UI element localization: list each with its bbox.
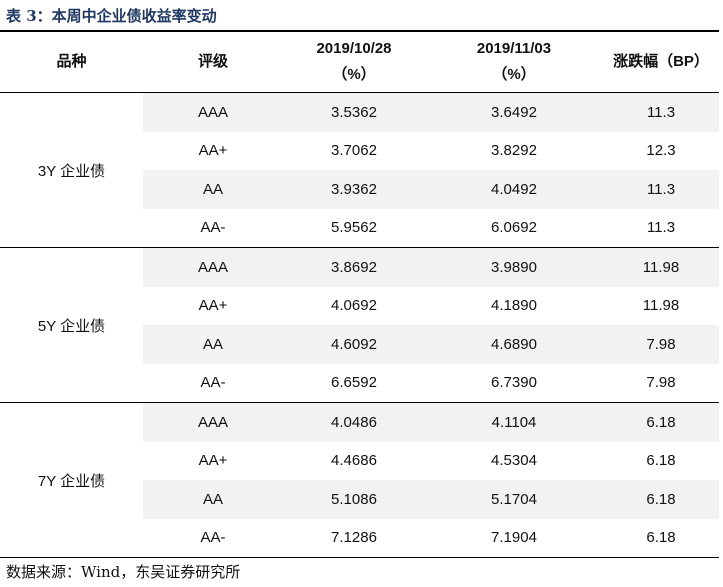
cell-yield-date1: 4.0486 [331, 413, 377, 431]
cell-grade: AA [202, 335, 223, 353]
header-date2-label: 2019/11/03 [476, 40, 552, 57]
table-row: AA- 5.9562 6.0692 11.3 [143, 209, 719, 248]
cell-grade: AA- [200, 529, 226, 547]
cell-grade: AAA [197, 103, 228, 121]
header-date1: 2019/10/28 （%） [283, 32, 425, 92]
cell-change-bp: 12.3 [646, 142, 676, 160]
cell-grade: AAA [197, 258, 228, 276]
table-row: AAA 3.8692 3.9890 11.98 [143, 248, 719, 287]
cell-yield-date1: 4.4686 [331, 452, 377, 470]
table-row: AAA 4.0486 4.1104 6.18 [143, 403, 719, 442]
cell-yield-date2: 3.8292 [491, 142, 537, 160]
cell-grade: AAA [197, 413, 228, 431]
cell-change-bp: 11.3 [646, 103, 676, 121]
cell-grade: AA+ [198, 452, 228, 470]
cell-yield-date1: 5.9562 [331, 219, 377, 237]
cell-yield-date2: 3.9890 [491, 258, 537, 276]
cell-yield-date1: 3.5362 [331, 103, 377, 121]
cell-yield-date2: 7.1904 [491, 529, 537, 547]
table-title: 表 3：本周中企业债收益率变动 [6, 7, 217, 25]
cell-grade: AA [202, 490, 223, 508]
cell-change-bp: 11.3 [646, 180, 676, 198]
table-group: 7Y 企业债 AAA 4.0486 4.1104 6.18 AA+ 4.4686 4.5304… [0, 403, 719, 558]
group-name: 3Y 企业债 [37, 162, 106, 180]
cell-yield-date1: 3.9362 [331, 180, 377, 198]
table-row: AA 3.9362 4.0492 11.3 [143, 170, 719, 209]
cell-yield-date2: 4.0492 [491, 180, 537, 198]
table-row: AA+ 3.7062 3.8292 12.3 [143, 132, 719, 171]
table-row: AA 4.6092 4.6890 7.98 [143, 325, 719, 364]
group-name: 5Y 企业债 [37, 317, 106, 335]
cell-yield-date2: 4.1890 [491, 297, 537, 315]
cell-yield-date2: 3.6492 [491, 103, 537, 121]
header-date1-unit: （%） [332, 66, 376, 83]
cell-change-bp: 6.18 [646, 490, 676, 508]
cell-yield-date2: 6.7390 [491, 374, 537, 392]
table-row: AA+ 4.0692 4.1890 11.98 [143, 287, 719, 326]
cell-yield-date1: 4.6092 [331, 335, 377, 353]
cell-change-bp: 6.18 [646, 529, 676, 547]
cell-change-bp: 6.18 [646, 452, 676, 470]
cell-change-bp: 7.98 [646, 335, 676, 353]
header-date2: 2019/11/03 （%） [425, 32, 603, 92]
source-note: 数据来源：Wind，东吴证券研究所 [6, 563, 241, 581]
table-group: 3Y 企业债 AAA 3.5362 3.6492 11.3 AA+ 3.7062 3.8292… [0, 93, 719, 248]
table-row: AA+ 4.4686 4.5304 6.18 [143, 442, 719, 481]
cell-change-bp: 11.98 [642, 297, 680, 315]
header-grade: 评级 [197, 53, 228, 70]
cell-yield-date2: 4.1104 [491, 413, 537, 431]
header-date2-unit: （%） [492, 66, 536, 83]
table-header: 品种 评级 2019/10/28 （%） 2019/11/03 （%） 涨跌幅（… [0, 30, 719, 93]
cell-change-bp: 7.98 [646, 374, 676, 392]
yield-table: 品种 评级 2019/10/28 （%） 2019/11/03 （%） 涨跌幅（… [0, 30, 719, 558]
cell-grade: AA [202, 180, 223, 198]
cell-change-bp: 11.3 [646, 219, 676, 237]
header-change: 涨跌幅（BP） [613, 53, 709, 70]
cell-yield-date1: 7.1286 [331, 529, 377, 547]
cell-grade: AA+ [198, 142, 228, 160]
cell-change-bp: 6.18 [646, 413, 676, 431]
table-row: AAA 3.5362 3.6492 11.3 [143, 93, 719, 132]
cell-yield-date1: 5.1086 [331, 490, 377, 508]
header-date1-label: 2019/10/28 [316, 40, 392, 57]
table-row: AA- 7.1286 7.1904 6.18 [143, 519, 719, 558]
cell-yield-date1: 4.0692 [331, 297, 377, 315]
cell-yield-date2: 5.1704 [491, 490, 537, 508]
cell-grade: AA- [200, 219, 226, 237]
cell-grade: AA- [200, 374, 226, 392]
cell-yield-date1: 6.6592 [331, 374, 377, 392]
cell-grade: AA+ [198, 297, 228, 315]
cell-change-bp: 11.98 [642, 258, 680, 276]
group-name: 7Y 企业债 [37, 472, 106, 490]
cell-yield-date1: 3.7062 [331, 142, 377, 160]
cell-yield-date2: 6.0692 [491, 219, 537, 237]
table-row: AA- 6.6592 6.7390 7.98 [143, 364, 719, 403]
cell-yield-date2: 4.6890 [491, 335, 537, 353]
cell-yield-date1: 3.8692 [331, 258, 377, 276]
table-body: 3Y 企业债 AAA 3.5362 3.6492 11.3 AA+ 3.7062 3.8292… [0, 93, 719, 558]
table-row: AA 5.1086 5.1704 6.18 [143, 480, 719, 519]
header-variety: 品种 [56, 53, 87, 70]
cell-yield-date2: 4.5304 [491, 452, 537, 470]
table-group: 5Y 企业债 AAA 3.8692 3.9890 11.98 AA+ 4.0692 4.189… [0, 248, 719, 403]
